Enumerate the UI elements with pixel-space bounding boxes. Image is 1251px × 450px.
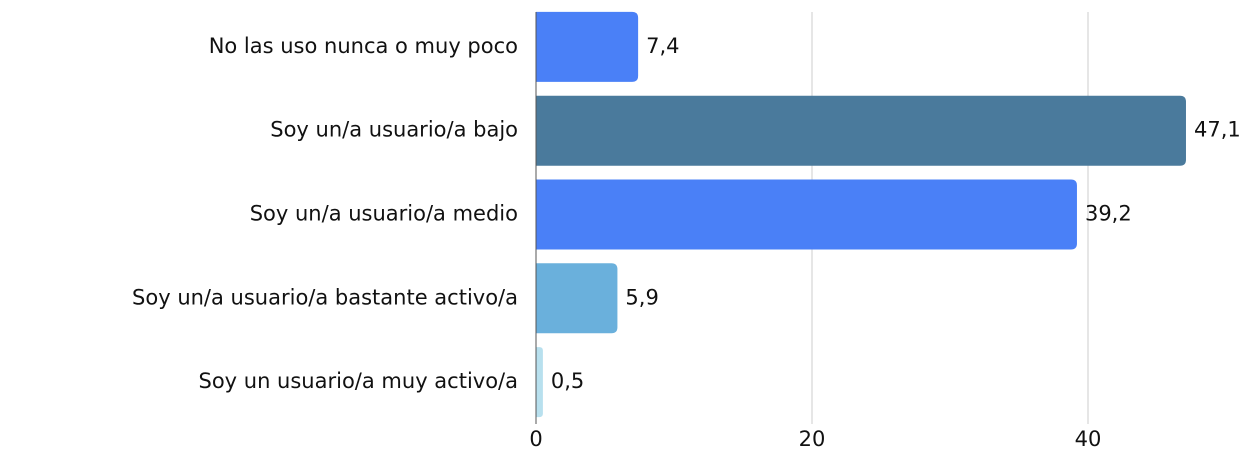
y-tick-label: Soy un/a usuario/a bajo (270, 118, 518, 142)
y-tick-label: Soy un/a usuario/a medio (250, 202, 518, 226)
x-tick-label: 0 (529, 427, 542, 450)
bar (536, 95, 1186, 166)
x-tick-label: 20 (799, 427, 826, 450)
value-label: 0,5 (551, 369, 584, 393)
value-label: 7,4 (646, 34, 679, 58)
bar (536, 347, 543, 418)
value-label: 39,2 (1085, 202, 1132, 226)
x-tick-label: 40 (1075, 427, 1102, 450)
bar (536, 179, 1077, 250)
y-tick-label: Soy un usuario/a muy activo/a (198, 369, 518, 393)
value-label: 47,1 (1194, 118, 1241, 142)
bar (536, 11, 639, 82)
bar (536, 263, 618, 334)
y-tick-label: No las uso nunca o muy poco (209, 34, 518, 58)
value-label: 5,9 (625, 285, 658, 309)
y-tick-label: Soy un/a usuario/a bastante activo/a (132, 285, 518, 309)
